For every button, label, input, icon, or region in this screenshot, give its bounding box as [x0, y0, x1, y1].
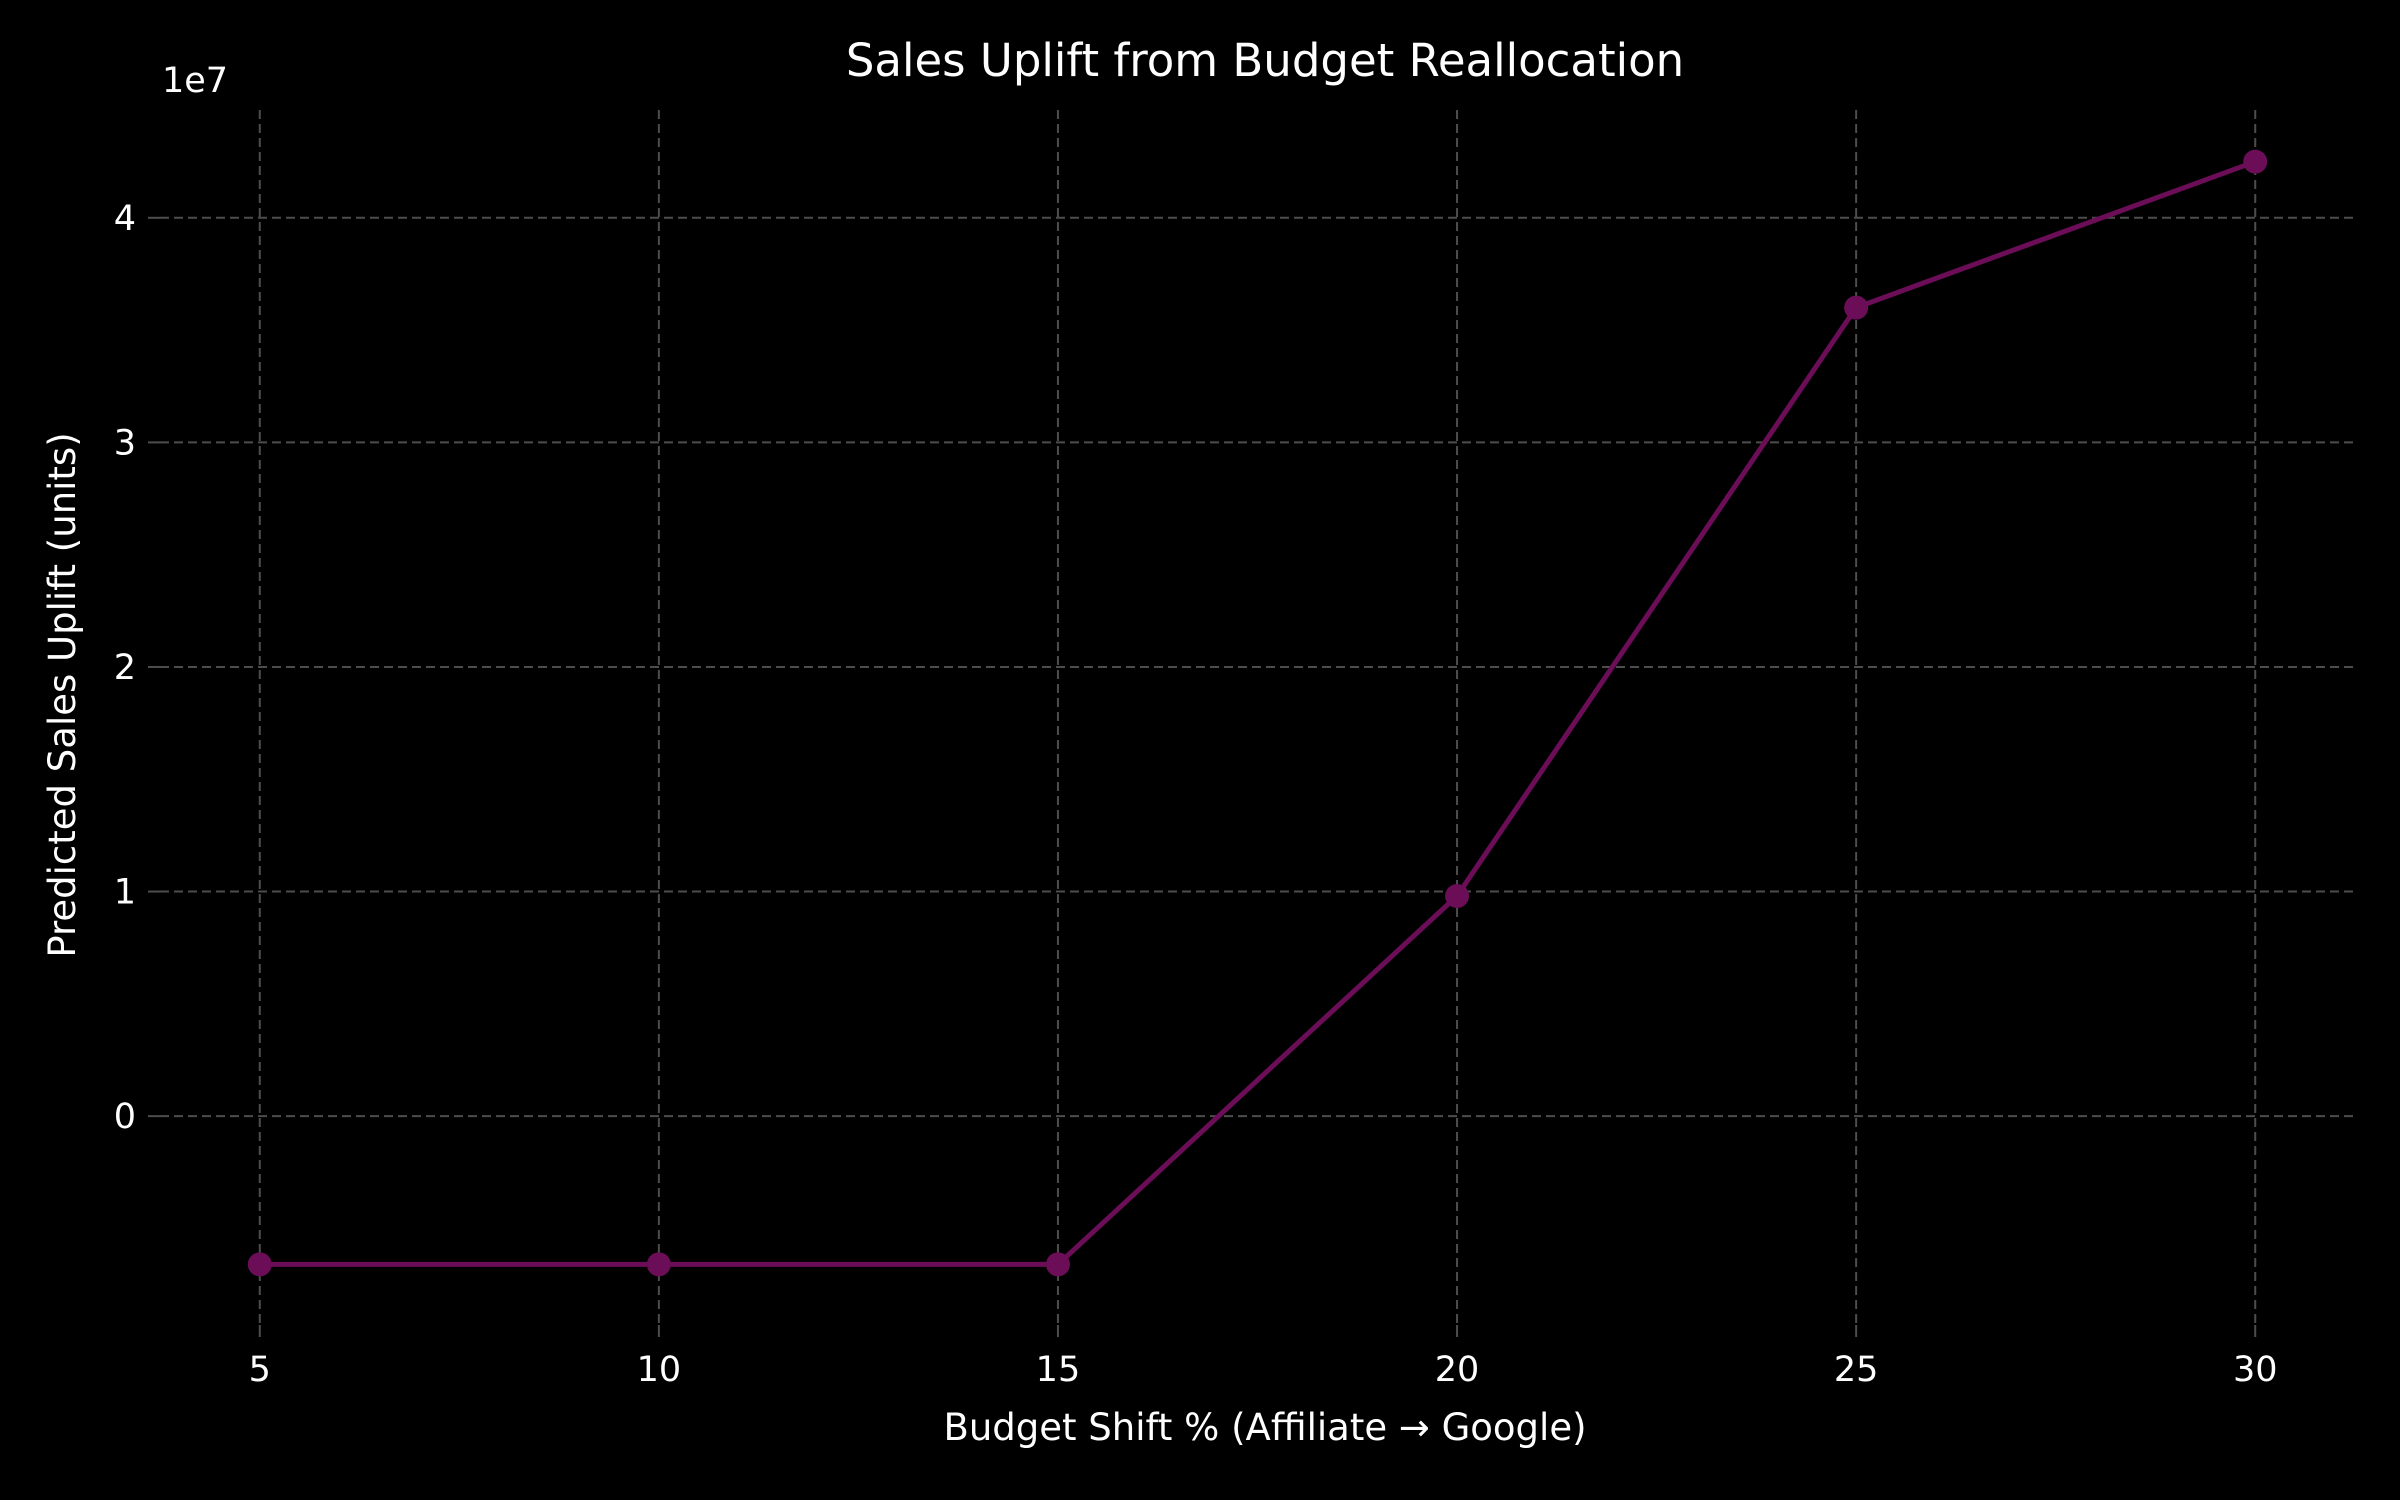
x-tick-label: 30	[2233, 1350, 2278, 1390]
grid	[160, 110, 2355, 1325]
data-point	[646, 1252, 671, 1277]
data-point	[1045, 1252, 1070, 1277]
y-tick-label: 4	[114, 199, 136, 239]
y-tick-label: 2	[114, 648, 136, 688]
y-tick-label: 0	[114, 1097, 136, 1137]
x-tick-label: 20	[1435, 1350, 1480, 1390]
x-axis-label: Budget Shift % (Affiliate → Google)	[943, 1406, 1586, 1449]
series-line	[259, 159, 2257, 1267]
axis-ticks: 5 10 15 20 25 30 0 1 2 3 4	[114, 199, 2278, 1390]
series-group	[247, 149, 2268, 1277]
x-tick-label: 5	[249, 1350, 271, 1390]
x-tick-label: 10	[637, 1350, 682, 1390]
data-point	[247, 1252, 272, 1277]
data-point	[1844, 295, 1869, 320]
x-tick-label: 25	[1834, 1350, 1879, 1390]
x-tick-label: 15	[1036, 1350, 1081, 1390]
chart-title: Sales Uplift from Budget Reallocation	[846, 34, 1684, 87]
data-point	[2243, 149, 2268, 174]
y-axis-offset-label: 1e7	[162, 61, 228, 101]
y-axis-label: Predicted Sales Uplift (units)	[41, 432, 84, 957]
data-point	[1445, 884, 1470, 909]
y-tick-label: 1	[114, 873, 136, 913]
y-tick-label: 3	[114, 423, 136, 463]
